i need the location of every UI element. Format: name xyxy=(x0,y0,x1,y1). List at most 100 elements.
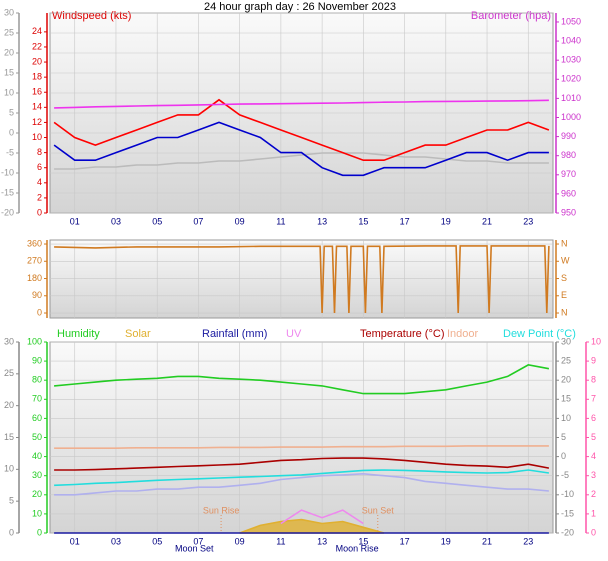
y-tick-label: 30 xyxy=(4,7,14,17)
y-tick-label: 6 xyxy=(37,162,42,172)
x-tick-label: 07 xyxy=(193,536,203,546)
y-tick-label: 22 xyxy=(32,41,42,51)
legend-label: Dew Point (°C) xyxy=(503,328,576,340)
y-tick-label: 0 xyxy=(9,527,14,537)
y-tick-label: 30 xyxy=(32,470,42,480)
y-tick-label: 10 xyxy=(561,413,571,423)
y-tick-label: 4 xyxy=(37,177,42,187)
y-tick-label: W xyxy=(561,256,570,266)
y-tick-label: 5 xyxy=(591,432,596,442)
y-tick-label: N xyxy=(561,307,568,317)
plot-background xyxy=(49,239,554,319)
y-tick-label: 0 xyxy=(591,527,596,537)
x-tick-label: 21 xyxy=(482,536,492,546)
y-tick-label: 1050 xyxy=(561,16,581,26)
y-tick-label: 90 xyxy=(32,290,42,300)
y-tick-label: 10 xyxy=(4,87,14,97)
x-tick-label: 13 xyxy=(317,216,327,226)
y-tick-label: 270 xyxy=(27,256,42,266)
legend-label: UV xyxy=(286,328,302,340)
axis-label: Windspeed (kts) xyxy=(52,10,131,22)
x-tick-label: 05 xyxy=(152,216,162,226)
series-line xyxy=(53,121,549,177)
y-tick-label: 20 xyxy=(4,47,14,57)
x-tick-label: 15 xyxy=(358,216,368,226)
y-tick-label: 6 xyxy=(591,413,596,423)
x-tick-label: 23 xyxy=(523,536,533,546)
y-tick-label: 180 xyxy=(27,273,42,283)
x-tick-label: 19 xyxy=(441,216,451,226)
y-tick-label: 990 xyxy=(561,131,576,141)
x-tick-label: 17 xyxy=(400,536,410,546)
y-tick-label: 10 xyxy=(4,464,14,474)
series-line xyxy=(54,245,550,314)
y-tick-label: 10 xyxy=(591,336,601,346)
x-tick-label: 15 xyxy=(358,536,368,546)
series-line xyxy=(53,98,550,161)
legend-label: Temperature (°C) xyxy=(360,328,444,340)
y-tick-label: 30 xyxy=(4,336,14,346)
x-tick-label: 01 xyxy=(70,216,80,226)
y-tick-label: 20 xyxy=(32,56,42,66)
y-tick-label: S xyxy=(561,273,567,283)
y-tick-label: -20 xyxy=(561,527,574,537)
legend-label: Indoor xyxy=(447,328,479,340)
y-tick-label: 25 xyxy=(561,355,571,365)
y-tick-label: 80 xyxy=(32,375,42,385)
y-tick-label: 16 xyxy=(32,87,42,97)
y-tick-label: 0 xyxy=(561,451,566,461)
y-tick-label: 950 xyxy=(561,207,576,217)
sun-label: Sun Rise xyxy=(203,505,240,515)
series-line xyxy=(54,152,549,170)
y-tick-label: 100 xyxy=(27,336,42,346)
x-tick-label: 21 xyxy=(482,216,492,226)
y-tick-label: -10 xyxy=(1,167,14,177)
y-tick-label: N xyxy=(561,238,568,248)
y-tick-label: 1030 xyxy=(561,55,581,65)
y-tick-label: 980 xyxy=(561,150,576,160)
y-tick-label: 7 xyxy=(591,394,596,404)
y-tick-label: 1000 xyxy=(561,112,581,122)
x-tick-label: 13 xyxy=(317,536,327,546)
y-tick-label: 20 xyxy=(561,375,571,385)
series-line xyxy=(54,457,550,471)
y-tick-label: 2 xyxy=(37,192,42,202)
legend-label: Humidity xyxy=(57,328,100,340)
y-tick-label: 2 xyxy=(591,489,596,499)
y-tick-label: E xyxy=(561,290,567,300)
y-tick-label: 30 xyxy=(561,336,571,346)
y-tick-label: 3 xyxy=(591,470,596,480)
y-tick-label: 8 xyxy=(37,147,42,157)
y-tick-label: 14 xyxy=(32,102,42,112)
series-area xyxy=(239,518,385,534)
series-line xyxy=(54,364,550,395)
series-line xyxy=(54,445,549,449)
y-tick-label: 0 xyxy=(37,307,42,317)
y-tick-label: 5 xyxy=(9,496,14,506)
y-tick-label: 0 xyxy=(37,207,42,217)
y-tick-label: 10 xyxy=(32,132,42,142)
graph-title: 24 hour graph day : 26 November 2023 xyxy=(204,1,396,13)
y-tick-label: 1040 xyxy=(561,35,581,45)
legend-label: Solar xyxy=(125,328,151,340)
legend-label: Rainfall (mm) xyxy=(202,328,267,340)
y-tick-label: 360 xyxy=(27,238,42,248)
y-tick-label: 40 xyxy=(32,451,42,461)
y-tick-label: 960 xyxy=(561,188,576,198)
x-tick-label: 05 xyxy=(152,536,162,546)
y-tick-label: 15 xyxy=(4,67,14,77)
y-tick-label: 15 xyxy=(4,432,14,442)
y-tick-label: 25 xyxy=(4,27,14,37)
y-tick-label: 0 xyxy=(37,527,42,537)
y-tick-label: 1 xyxy=(591,508,596,518)
y-tick-label: 5 xyxy=(9,107,14,117)
y-tick-label: 18 xyxy=(32,72,42,82)
y-tick-label: 0 xyxy=(9,127,14,137)
x-tick-label: 23 xyxy=(523,216,533,226)
x-tick-label: 11 xyxy=(276,216,285,226)
y-tick-label: 60 xyxy=(32,413,42,423)
y-tick-label: 9 xyxy=(591,355,596,365)
y-tick-label: -15 xyxy=(561,508,574,518)
y-tick-label: 1020 xyxy=(561,74,581,84)
